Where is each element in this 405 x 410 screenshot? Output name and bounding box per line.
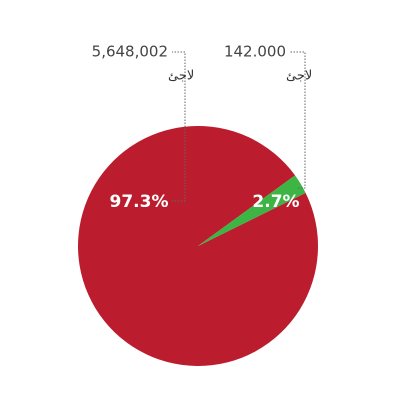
annotation: 5,648,002 (92, 43, 168, 61)
value-label: 2.7% (252, 192, 299, 212)
annotation: 142.000 (224, 43, 286, 61)
leader-line (290, 51, 306, 189)
pie-slice (198, 175, 306, 246)
annotation-sub: لاجئ (286, 69, 312, 84)
value-label: 97.3% (110, 192, 169, 212)
pie-slice (78, 126, 319, 367)
leader-line (172, 51, 186, 202)
pie (78, 126, 319, 367)
annotation-sub: لاجئ (168, 69, 194, 84)
